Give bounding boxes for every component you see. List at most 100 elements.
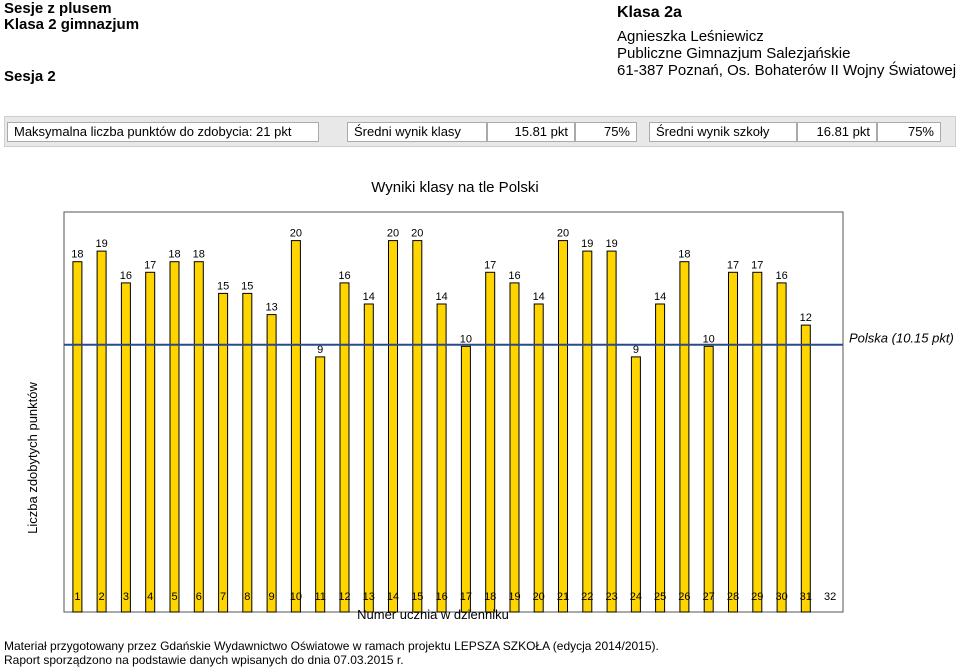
bar-value-label: 16 [775,270,787,282]
bar-value-label: 20 [290,228,302,240]
bar-student-3 [120,282,131,613]
x-tick-label: 13 [363,591,375,603]
school-average-points: 16.81 pkt [797,122,877,142]
bar-value-label: 20 [411,228,423,240]
bar-student-30 [776,282,787,613]
x-tick-label: 17 [460,591,472,603]
bar-value-label: 12 [800,312,812,324]
bar-value-label: 9 [633,344,639,356]
x-tick-label: 22 [581,591,593,603]
x-tick-label: 6 [196,591,202,603]
x-tick-label: 12 [338,591,350,603]
footer-date: Raport sporządzono na podstawie danych w… [4,653,404,667]
bar-value-label: 15 [217,280,229,292]
bar-student-19 [509,282,520,613]
reference-label: Polska (10.15 pkt) [849,331,954,346]
bar-student-26 [679,261,690,613]
session-name: Sesja 2 [4,68,56,85]
x-tick-label: 11 [314,591,325,603]
school-average-percent: 75% [877,122,941,142]
bar-student-15 [412,240,423,613]
bar-student-23 [606,250,617,613]
class-average-percent: 75% [575,122,637,142]
x-tick-label: 18 [484,591,496,603]
bar-value-label: 18 [168,249,180,261]
x-tick-label: 23 [605,591,617,603]
bar-value-label: 18 [193,249,205,261]
bar-value-label: 9 [317,344,323,356]
bar-value-label: 19 [581,238,593,250]
x-tick-label: 31 [800,591,812,603]
bar-value-label: 16 [120,270,132,282]
footer-note: Materiał przygotowany przez Gdańskie Wyd… [4,639,659,653]
bar-value-label: 17 [484,259,496,271]
bar-student-7 [218,292,229,613]
bar-student-2 [96,250,107,613]
bar-student-13 [363,303,374,613]
teacher-name: Agnieszka Leśniewicz [617,28,764,45]
bar-student-14 [388,240,398,613]
bar-student-8 [242,292,253,613]
school-average-label: Średni wynik szkoły [649,122,797,142]
bar-value-label: 10 [703,333,715,345]
bar-student-24 [630,356,641,613]
school-address: 61-387 Poznań, Os. Bohaterów II Wojny Św… [617,62,960,79]
x-tick-label: 26 [678,591,690,603]
x-tick-label: 2 [99,591,105,603]
grade-name: Klasa 2 gimnazjum [4,16,140,33]
x-tick-label: 3 [123,591,129,603]
chart-title: Wyniki klasy na tle Polski [371,179,539,196]
bar-student-10 [290,240,301,613]
bar-value-label: 17 [144,259,156,271]
bar-student-31 [800,324,811,613]
bar-student-22 [582,250,593,613]
bar-value-label: 14 [363,291,375,303]
x-tick-label: 27 [703,591,715,603]
bar-student-21 [558,240,568,613]
x-tick-label: 10 [290,591,302,603]
bar-student-25 [655,303,666,613]
bar-value-label: 16 [338,270,350,282]
bar-value-label: 19 [95,238,107,250]
x-tick-label: 15 [411,591,423,603]
bar-student-20 [533,303,544,613]
bar-student-27 [703,345,714,613]
class-average-label: Średni wynik klasy [347,122,487,142]
y-axis-label: Liczba zdobytych punktów [25,382,40,534]
bar-student-1 [72,261,83,613]
bar-student-6 [193,261,204,613]
bar-value-label: 14 [435,291,447,303]
bar-value-label: 13 [265,302,277,314]
x-tick-label: 8 [244,591,250,603]
bar-value-label: 14 [654,291,666,303]
x-tick-label: 16 [435,591,447,603]
x-tick-label: 1 [74,591,80,603]
x-tick-label: 21 [557,591,569,603]
x-tick-label: 20 [533,591,545,603]
x-tick-label: 7 [220,591,226,603]
bar-value-label: 16 [508,270,520,282]
x-tick-label: 4 [147,591,153,603]
bar-student-5 [169,261,180,613]
bar-student-17 [460,345,471,613]
bar-value-label: 17 [727,259,739,271]
x-tick-label: 9 [269,591,275,603]
bar-value-label: 18 [71,249,83,261]
bar-value-label: 19 [605,238,617,250]
class-name: Klasa 2a [617,4,682,21]
x-tick-label: 5 [171,591,177,603]
bar-value-label: 20 [557,228,569,240]
school-name: Publiczne Gimnazjum Salezjańskie [617,45,851,62]
bar-student-29 [752,271,763,613]
bar-student-11 [315,356,326,613]
program-name: Sesje z plusem [4,0,112,17]
max-points: Maksymalna liczba punktów do zdobycia: 2… [7,122,319,142]
bar-student-16 [436,303,447,613]
x-axis-label: Numer ucznia w dzienniku [357,607,509,622]
x-tick-label: 19 [508,591,520,603]
bar-value-label: 20 [387,228,399,240]
x-tick-label: 29 [751,591,763,603]
bar-value-label: 17 [751,259,763,271]
bar-student-9 [266,314,277,613]
